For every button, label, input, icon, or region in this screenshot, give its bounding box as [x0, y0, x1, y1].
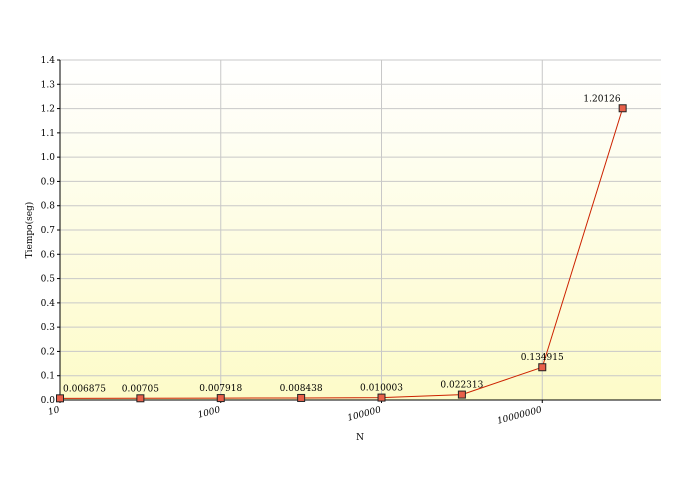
- data-point-marker: [56, 394, 64, 403]
- x-tick-label: 10: [47, 405, 61, 418]
- data-point-marker: [297, 393, 306, 402]
- data-point-marker: [377, 393, 386, 402]
- data-label: 0.007918: [199, 384, 242, 394]
- y-tick-label: 0.2: [41, 347, 55, 357]
- data-point-marker: [538, 363, 547, 372]
- y-tick-label: 0.0: [41, 396, 56, 406]
- data-point-marker: [136, 394, 145, 403]
- x-tick-label: 1000: [197, 405, 222, 421]
- y-tick-label: 0.7: [41, 226, 56, 236]
- y-tick-label: 1.0: [41, 153, 56, 163]
- y-tick-label: 0.4: [41, 299, 56, 309]
- data-label: 0.00705: [122, 384, 159, 394]
- data-label: 0.022313: [440, 381, 483, 391]
- x-axis-title: N: [356, 433, 364, 443]
- data-label: 0.006875: [63, 384, 106, 394]
- data-point-marker: [216, 394, 225, 403]
- data-label: 1.20126: [583, 94, 620, 104]
- y-axis-title: Tiempo(seg): [24, 202, 35, 259]
- data-label: 0.010003: [360, 384, 403, 394]
- y-tick-label: 0.9: [41, 177, 56, 187]
- y-tick-label: 1.4: [41, 56, 56, 66]
- data-point-marker: [457, 390, 466, 399]
- y-tick-label: 1.2: [41, 105, 55, 115]
- x-tick-label: 100000: [347, 405, 383, 424]
- data-point-marker: [618, 104, 627, 113]
- y-tick-label: 0.8: [41, 202, 56, 212]
- y-tick-label: 0.1: [41, 372, 55, 382]
- y-tick-label: 1.3: [41, 80, 56, 90]
- y-tick-label: 0.5: [41, 275, 56, 285]
- y-tick-label: 0.3: [41, 323, 56, 333]
- y-tick-label: 0.6: [41, 250, 56, 260]
- data-label: 0.008438: [280, 384, 323, 394]
- series-line: [59, 108, 624, 399]
- y-tick-label: 1.1: [41, 129, 55, 139]
- x-tick-label: 10000000: [496, 405, 543, 427]
- data-label: 0.134915: [521, 353, 564, 363]
